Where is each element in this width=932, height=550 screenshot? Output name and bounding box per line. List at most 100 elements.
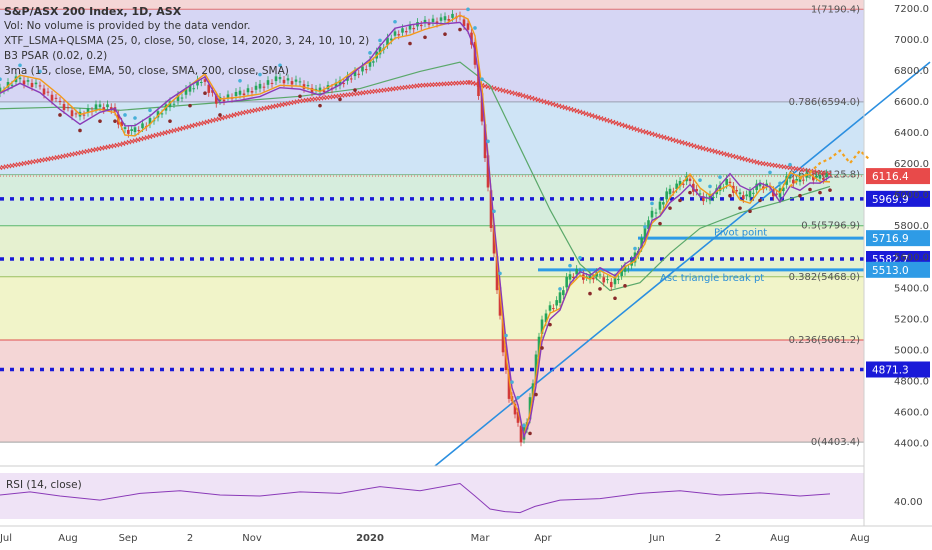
psar-dot [768, 170, 772, 175]
x-tick-label: Jul [0, 533, 12, 544]
candle-body [540, 319, 544, 334]
candle-body [458, 15, 462, 17]
x-tick-label: 2 [187, 533, 193, 544]
candle-body [698, 193, 702, 195]
candle-body [812, 176, 815, 181]
legend-3ma: 3ma (15, close, EMA, 50, close, SMA, 200… [4, 65, 289, 77]
candle-body [718, 185, 722, 192]
projection-line [789, 149, 871, 188]
rsi-band [0, 473, 864, 519]
candle-body [222, 99, 226, 102]
candle-body [818, 175, 822, 179]
psar-dot [443, 32, 447, 36]
candle-body [477, 67, 480, 96]
candle-body [755, 183, 758, 191]
candle-body [480, 93, 484, 122]
psar-dot [123, 113, 127, 117]
candle-body [519, 425, 523, 443]
rsi-pane: RSI (14, close) 40.00 [0, 465, 923, 519]
psar-dot [708, 184, 712, 189]
psar-dot [78, 128, 82, 133]
legend-lsma: XTF_LSMA+QLSMA (25, 0, close, 50, close,… [4, 35, 370, 47]
last-price-tag [866, 168, 930, 185]
candle-body [665, 191, 668, 200]
x-tick-label: Jun [648, 533, 665, 544]
psar-dot [548, 322, 552, 327]
candle-body [242, 93, 246, 96]
candle-body [38, 85, 42, 87]
candle-body [792, 179, 795, 184]
candle-body [342, 83, 346, 85]
psar-dot [718, 175, 722, 179]
candle-body [439, 17, 443, 21]
candle-body [470, 32, 473, 45]
candle-body [544, 313, 548, 323]
candle-body [133, 127, 137, 133]
candle-body [234, 91, 238, 96]
candle-body [815, 175, 818, 178]
psar-dot [598, 287, 602, 291]
candle-body [203, 79, 207, 82]
y-tick-label: 5400.0 [894, 283, 929, 294]
candle-body [86, 108, 90, 113]
y-tick-label: 7200.0 [894, 4, 929, 15]
candle-body [595, 272, 598, 277]
candle-body [688, 178, 692, 182]
candle-body [682, 183, 685, 185]
candle-body [637, 250, 640, 256]
candle-body [66, 107, 70, 109]
y-tick-label: 6800.0 [894, 66, 929, 77]
candle-body [74, 113, 78, 115]
psar-dot [353, 88, 357, 92]
psar-dot [623, 284, 627, 288]
psar-dot [688, 190, 692, 195]
price-tag [866, 261, 930, 278]
candle-body [735, 190, 738, 192]
candle-body [274, 76, 278, 82]
candle-body [592, 278, 595, 280]
psar-dot [510, 380, 514, 384]
rsi-label: RSI (14, close) [6, 479, 82, 491]
psar-dot [522, 423, 526, 428]
candle-body [141, 123, 144, 129]
x-tick-label: Nov [242, 533, 262, 544]
fib-band [0, 101, 864, 175]
candle-body [389, 38, 393, 41]
candle-body [176, 95, 180, 101]
candle-body [617, 278, 620, 281]
y-tick-label: 5600.0 [894, 252, 929, 263]
candle-body [435, 21, 439, 24]
candle-body [238, 90, 242, 95]
psar-dot [408, 41, 412, 46]
candle-body [26, 80, 30, 82]
candle-body [725, 178, 728, 185]
candle-body [290, 81, 294, 85]
candle-body [528, 397, 532, 420]
candle-body [675, 183, 678, 189]
lsma-line [0, 21, 831, 440]
candle-body [298, 81, 302, 83]
candle-body [314, 88, 318, 90]
candle-body [322, 90, 326, 92]
psar-dot [498, 271, 502, 276]
candle-body [62, 104, 66, 110]
candle-body [483, 124, 487, 159]
candle-body [70, 110, 74, 117]
candle-body [130, 129, 133, 131]
fib-label: 1(7190.4) [811, 4, 860, 15]
candle-body [156, 111, 160, 118]
psar-dot [492, 209, 496, 214]
candle-body [270, 82, 274, 84]
y-tick-label: 6200.0 [894, 159, 929, 170]
candle-body [226, 94, 230, 99]
y-tick-label: 5000.0 [894, 346, 929, 357]
candle-body [54, 97, 58, 99]
candle-body [658, 201, 662, 210]
legend-psar: B3 PSAR (0.02, 0.2) [4, 50, 108, 62]
candle-body [123, 127, 127, 129]
candle-body [492, 225, 496, 254]
psar-dot [558, 287, 562, 291]
candle-body [562, 290, 565, 296]
psar-dot [516, 395, 520, 400]
